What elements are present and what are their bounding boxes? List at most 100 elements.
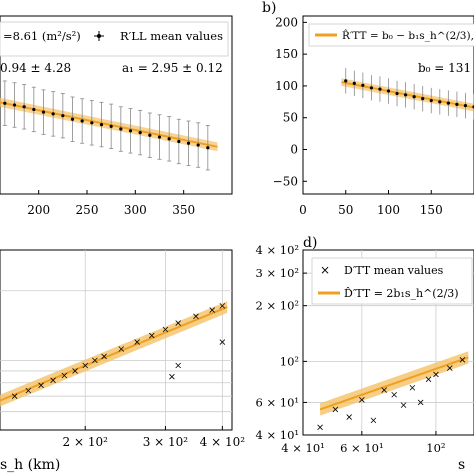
panel-b-y-tick-label: 100 bbox=[275, 79, 298, 93]
panel-d-x-tick-label: 4 × 10¹ bbox=[281, 441, 325, 455]
panel-b-x-tick-label: 50 bbox=[338, 203, 353, 217]
panel-d-point bbox=[433, 371, 439, 378]
panel-d-point bbox=[381, 387, 387, 393]
panel-c-point bbox=[193, 313, 199, 320]
panel-b-x-tick-label: 0 bbox=[299, 203, 307, 217]
panel-a-point bbox=[128, 129, 133, 133]
panel-d-point bbox=[332, 406, 339, 413]
panel-b-point bbox=[455, 102, 459, 106]
panel-d-plot bbox=[317, 351, 469, 431]
panel-d-legend: × D′TT mean values D̂′TT = 2b₁s_h^(2/3) bbox=[311, 257, 473, 305]
panel-a-legend-point-marker bbox=[97, 34, 101, 38]
panel-c-point bbox=[149, 332, 155, 339]
panel-a-point bbox=[186, 141, 191, 145]
panel-b-x-tick-labels: 0 50 100 150 bbox=[299, 190, 443, 217]
panel-c-point bbox=[38, 382, 44, 389]
panel-d-point bbox=[417, 399, 424, 406]
panel-c-point bbox=[134, 339, 140, 345]
panel-c-x-tick-labels: 2 × 10² 3 × 10² 4 × 10² bbox=[63, 426, 246, 449]
panel-a-point bbox=[167, 137, 171, 141]
panel-a-x-tick-label: 300 bbox=[124, 203, 147, 217]
panel-d-x-axis-label-partial: s bbox=[458, 457, 465, 473]
panel-d-y-tick-label: 10² bbox=[280, 354, 299, 368]
panel-d-point bbox=[409, 384, 416, 391]
panel-d: d) × D′TT mean values D̂′TT = 2b₁s_h^(2/… bbox=[255, 235, 474, 473]
panel-d-legend-fit-label: D̂′TT = 2b₁s_h^(2/3) bbox=[344, 287, 459, 300]
panel-c-point bbox=[92, 357, 98, 364]
panel-d-x-tick-label: 10² bbox=[426, 441, 445, 455]
panel-b-fit-line bbox=[341, 81, 474, 109]
panel-c-point bbox=[11, 393, 18, 399]
panel-b-point bbox=[421, 97, 425, 101]
panel-a-point bbox=[90, 121, 94, 125]
panel-b-point bbox=[412, 95, 416, 99]
panel-a-point bbox=[196, 143, 200, 147]
panel-b-point bbox=[352, 81, 356, 85]
panel-a-param-right: a₁ = 2.95 ± 0.12 bbox=[122, 61, 223, 75]
panel-c-point bbox=[175, 320, 181, 326]
panel-c-grid bbox=[0, 250, 232, 430]
panel-a-point bbox=[177, 139, 181, 144]
panel-c-x-tick-label: 4 × 10² bbox=[200, 435, 246, 449]
panel-b-legend-box bbox=[308, 23, 474, 47]
panel-b-point bbox=[438, 100, 442, 104]
panel-b-param-text: b₀ = 131 bbox=[418, 61, 471, 75]
panel-b-legend-fit-label: R̂′TT = b₀ − b₁s_h^(2/3), RMS=1 bbox=[342, 29, 474, 42]
panel-a-x-tick-label: 200 bbox=[27, 203, 50, 217]
panel-b-x-tick-label: 100 bbox=[377, 203, 400, 217]
panel-a-plot bbox=[0, 80, 218, 171]
panel-a-point bbox=[99, 122, 104, 127]
panel-d-y-tick-label: 6 × 10¹ bbox=[255, 395, 299, 409]
panel-b-point bbox=[369, 86, 373, 90]
panel-d-point bbox=[459, 357, 466, 363]
panel-a-fit-line bbox=[0, 101, 218, 148]
panel-d-legend-box bbox=[311, 257, 473, 305]
panel-b-y-tick-label: 50 bbox=[283, 111, 298, 125]
panel-a-x-tick-labels: 200 250 300 350 bbox=[27, 190, 195, 217]
panel-a-legend: =8.61 (m²/s²) R′LL mean values bbox=[0, 21, 229, 57]
panel-c-x-tick-label: 2 × 10² bbox=[63, 435, 109, 449]
panel-c-x-tick-label: 3 × 10² bbox=[143, 435, 189, 449]
panel-d-point bbox=[400, 402, 407, 408]
panel-c-point bbox=[219, 303, 226, 309]
panel-b-y-tick-label: 150 bbox=[275, 47, 298, 61]
panel-c-outlier-point bbox=[169, 373, 175, 380]
panel-d-point bbox=[359, 397, 365, 403]
panel-c-fit-line bbox=[0, 306, 228, 402]
panel-d-point bbox=[317, 424, 323, 431]
panel-c-frame bbox=[0, 249, 233, 431]
panel-a-point bbox=[41, 110, 46, 114]
panel-b-label: b) bbox=[262, 0, 276, 16]
panel-c-point bbox=[162, 326, 169, 333]
panel-a-point bbox=[80, 119, 84, 123]
panel-b-point bbox=[446, 101, 450, 105]
panel-a-point bbox=[51, 112, 55, 116]
panel-c-x-axis-label: s_h (km) bbox=[0, 457, 60, 473]
panel-d-point bbox=[346, 414, 352, 420]
panel-c-point bbox=[82, 362, 89, 369]
panel-d-y-tick-label: 2 × 10² bbox=[255, 299, 299, 313]
panel-a-point bbox=[206, 146, 210, 150]
panel-c-point bbox=[25, 387, 32, 394]
panel-d-point bbox=[446, 365, 453, 371]
panel-a-point bbox=[109, 124, 113, 128]
panel-a-legend-fit-label: =8.61 (m²/s²) bbox=[3, 29, 81, 43]
panel-d-y-tick-label: 4 × 10² bbox=[255, 243, 299, 257]
panel-b-point bbox=[344, 79, 348, 83]
panel-d-frame bbox=[302, 249, 474, 436]
panel-a-point bbox=[138, 130, 142, 135]
panel-d-x-tick-label: 6 × 10¹ bbox=[340, 441, 384, 455]
panel-b-point bbox=[386, 89, 391, 93]
panel-c: 2 × 10² 3 × 10² 4 × 10² s_h (km) bbox=[0, 249, 246, 473]
panel-a-point bbox=[61, 114, 65, 118]
panel-a: =8.61 (m²/s²) R′LL mean values 0.94 ± 4.… bbox=[0, 15, 233, 217]
panel-d-point bbox=[425, 376, 432, 383]
panel-b-y-tick-label: 200 bbox=[275, 15, 298, 29]
panel-b-point bbox=[404, 93, 408, 97]
panel-a-point bbox=[22, 105, 26, 109]
panel-d-y-tick-label: 3 × 10² bbox=[255, 266, 299, 280]
panel-a-legend-box bbox=[0, 21, 229, 57]
panel-c-outlier-point bbox=[219, 339, 226, 345]
panel-c-point bbox=[209, 307, 215, 313]
